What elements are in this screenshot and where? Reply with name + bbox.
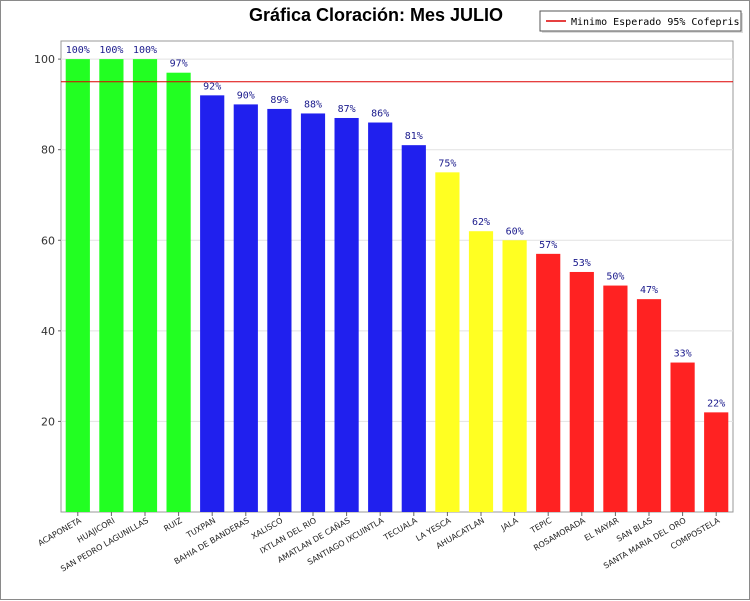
bar-santa-maria-del-oro <box>670 362 695 512</box>
plot-background <box>60 40 734 513</box>
x-category-label: TECUALA <box>381 516 419 543</box>
data-label: 53% <box>573 258 591 269</box>
bar-amatlan-de-cañas <box>334 117 359 512</box>
bar-el-nayar <box>603 285 628 512</box>
y-tick-label: 80 <box>41 144 55 157</box>
data-label: 100% <box>66 45 90 56</box>
data-label: 22% <box>707 398 725 409</box>
legend-box <box>539 10 742 32</box>
y-tick-label: 20 <box>41 415 55 428</box>
data-label: 60% <box>506 226 524 237</box>
bar-tecuala <box>401 145 426 513</box>
data-label: 86% <box>371 109 389 120</box>
bar-ahuacatlan <box>468 231 494 512</box>
x-category-label: JALA <box>499 516 520 533</box>
y-tick-label: 40 <box>41 325 55 338</box>
data-label: 57% <box>539 240 557 251</box>
data-label: 89% <box>270 95 288 106</box>
bar-tuxpan <box>200 95 225 512</box>
data-label: 87% <box>338 104 356 115</box>
x-category-label: EL NAYAR <box>583 516 621 543</box>
data-label: 62% <box>472 217 490 228</box>
data-label: 100% <box>99 45 123 56</box>
bar-series <box>65 59 729 513</box>
bar-bahia-de-banderas <box>233 104 258 513</box>
bar-ruiz <box>166 72 191 513</box>
data-label: 75% <box>438 158 456 169</box>
data-label: 88% <box>304 99 322 110</box>
bar-huajicori <box>99 59 124 512</box>
x-category-label: TEPIC <box>528 516 553 536</box>
chart-title: Gráfica Cloración: Mes JULIO <box>249 5 503 25</box>
bar-xalisco <box>267 108 292 513</box>
bar-ixtlan-del-rio <box>300 113 326 512</box>
x-category-label: RUIZ <box>162 516 184 534</box>
bar-rosamorada <box>569 271 594 512</box>
data-label: 33% <box>674 349 692 360</box>
y-axis: 20 40 60 80 100 <box>34 53 61 428</box>
legend: Minimo Esperado 95% Cofepris <box>539 10 743 33</box>
data-label: 50% <box>606 272 624 283</box>
data-label: 90% <box>237 90 255 101</box>
data-label: 47% <box>640 285 658 296</box>
bar-jala <box>502 240 527 512</box>
bar-tepic <box>536 253 561 512</box>
data-label: 92% <box>203 81 221 92</box>
data-label: 97% <box>170 59 188 70</box>
data-label: 81% <box>405 131 423 142</box>
data-labels: 100% 100% 100% 97% 92% 90% 89% 88% 87% 86% 81% 75% 6… <box>66 45 725 409</box>
bar-la-yesca <box>435 172 460 512</box>
plot-area <box>60 40 734 513</box>
legend-entry-reference: Minimo Esperado 95% Cofepris <box>571 17 740 28</box>
x-category-label: ACAPONETA <box>36 516 83 548</box>
bar-compostela <box>704 412 729 512</box>
data-label: 100% <box>133 45 157 56</box>
bar-santiago-ixcuintla <box>368 122 393 513</box>
y-tick-label: 100 <box>34 53 55 66</box>
bar-san-blas <box>636 299 662 512</box>
bar-san-pedro-lagunillas <box>132 59 158 512</box>
y-tick-label: 60 <box>41 234 55 247</box>
bar-acaponeta <box>65 59 90 512</box>
